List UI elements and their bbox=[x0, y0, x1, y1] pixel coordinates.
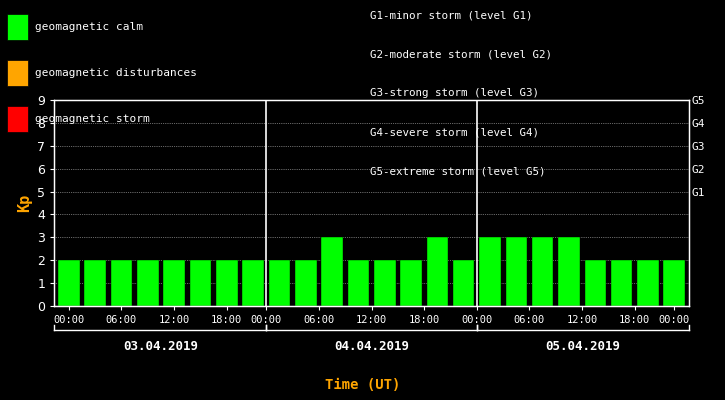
Text: G1-minor storm (level G1): G1-minor storm (level G1) bbox=[370, 10, 532, 20]
Bar bbox=[347, 260, 369, 306]
Bar bbox=[137, 260, 159, 306]
Text: geomagnetic disturbances: geomagnetic disturbances bbox=[35, 68, 196, 78]
Bar bbox=[269, 260, 290, 306]
Text: G3-strong storm (level G3): G3-strong storm (level G3) bbox=[370, 88, 539, 98]
Text: 04.04.2019: 04.04.2019 bbox=[334, 340, 409, 352]
Bar bbox=[584, 260, 606, 306]
Bar bbox=[321, 237, 343, 306]
Bar bbox=[216, 260, 238, 306]
Bar bbox=[190, 260, 211, 306]
Bar bbox=[532, 237, 553, 306]
Text: G5-extreme storm (level G5): G5-extreme storm (level G5) bbox=[370, 167, 545, 177]
Text: G4-severe storm (level G4): G4-severe storm (level G4) bbox=[370, 128, 539, 138]
Text: 05.04.2019: 05.04.2019 bbox=[545, 340, 621, 352]
Bar bbox=[637, 260, 659, 306]
Bar bbox=[558, 237, 580, 306]
Bar bbox=[400, 260, 422, 306]
Text: Time (UT): Time (UT) bbox=[325, 378, 400, 392]
Bar bbox=[295, 260, 317, 306]
Text: 03.04.2019: 03.04.2019 bbox=[123, 340, 198, 352]
Bar bbox=[663, 260, 685, 306]
Bar bbox=[163, 260, 185, 306]
Bar bbox=[84, 260, 106, 306]
Bar bbox=[479, 237, 501, 306]
Text: geomagnetic calm: geomagnetic calm bbox=[35, 22, 143, 32]
Bar bbox=[453, 260, 474, 306]
Bar bbox=[505, 237, 527, 306]
Y-axis label: Kp: Kp bbox=[17, 194, 32, 212]
Bar bbox=[111, 260, 132, 306]
Bar bbox=[242, 260, 264, 306]
Bar bbox=[611, 260, 632, 306]
Text: G2-moderate storm (level G2): G2-moderate storm (level G2) bbox=[370, 49, 552, 59]
Bar bbox=[374, 260, 396, 306]
Bar bbox=[426, 237, 448, 306]
Bar bbox=[58, 260, 80, 306]
Text: geomagnetic storm: geomagnetic storm bbox=[35, 114, 149, 124]
